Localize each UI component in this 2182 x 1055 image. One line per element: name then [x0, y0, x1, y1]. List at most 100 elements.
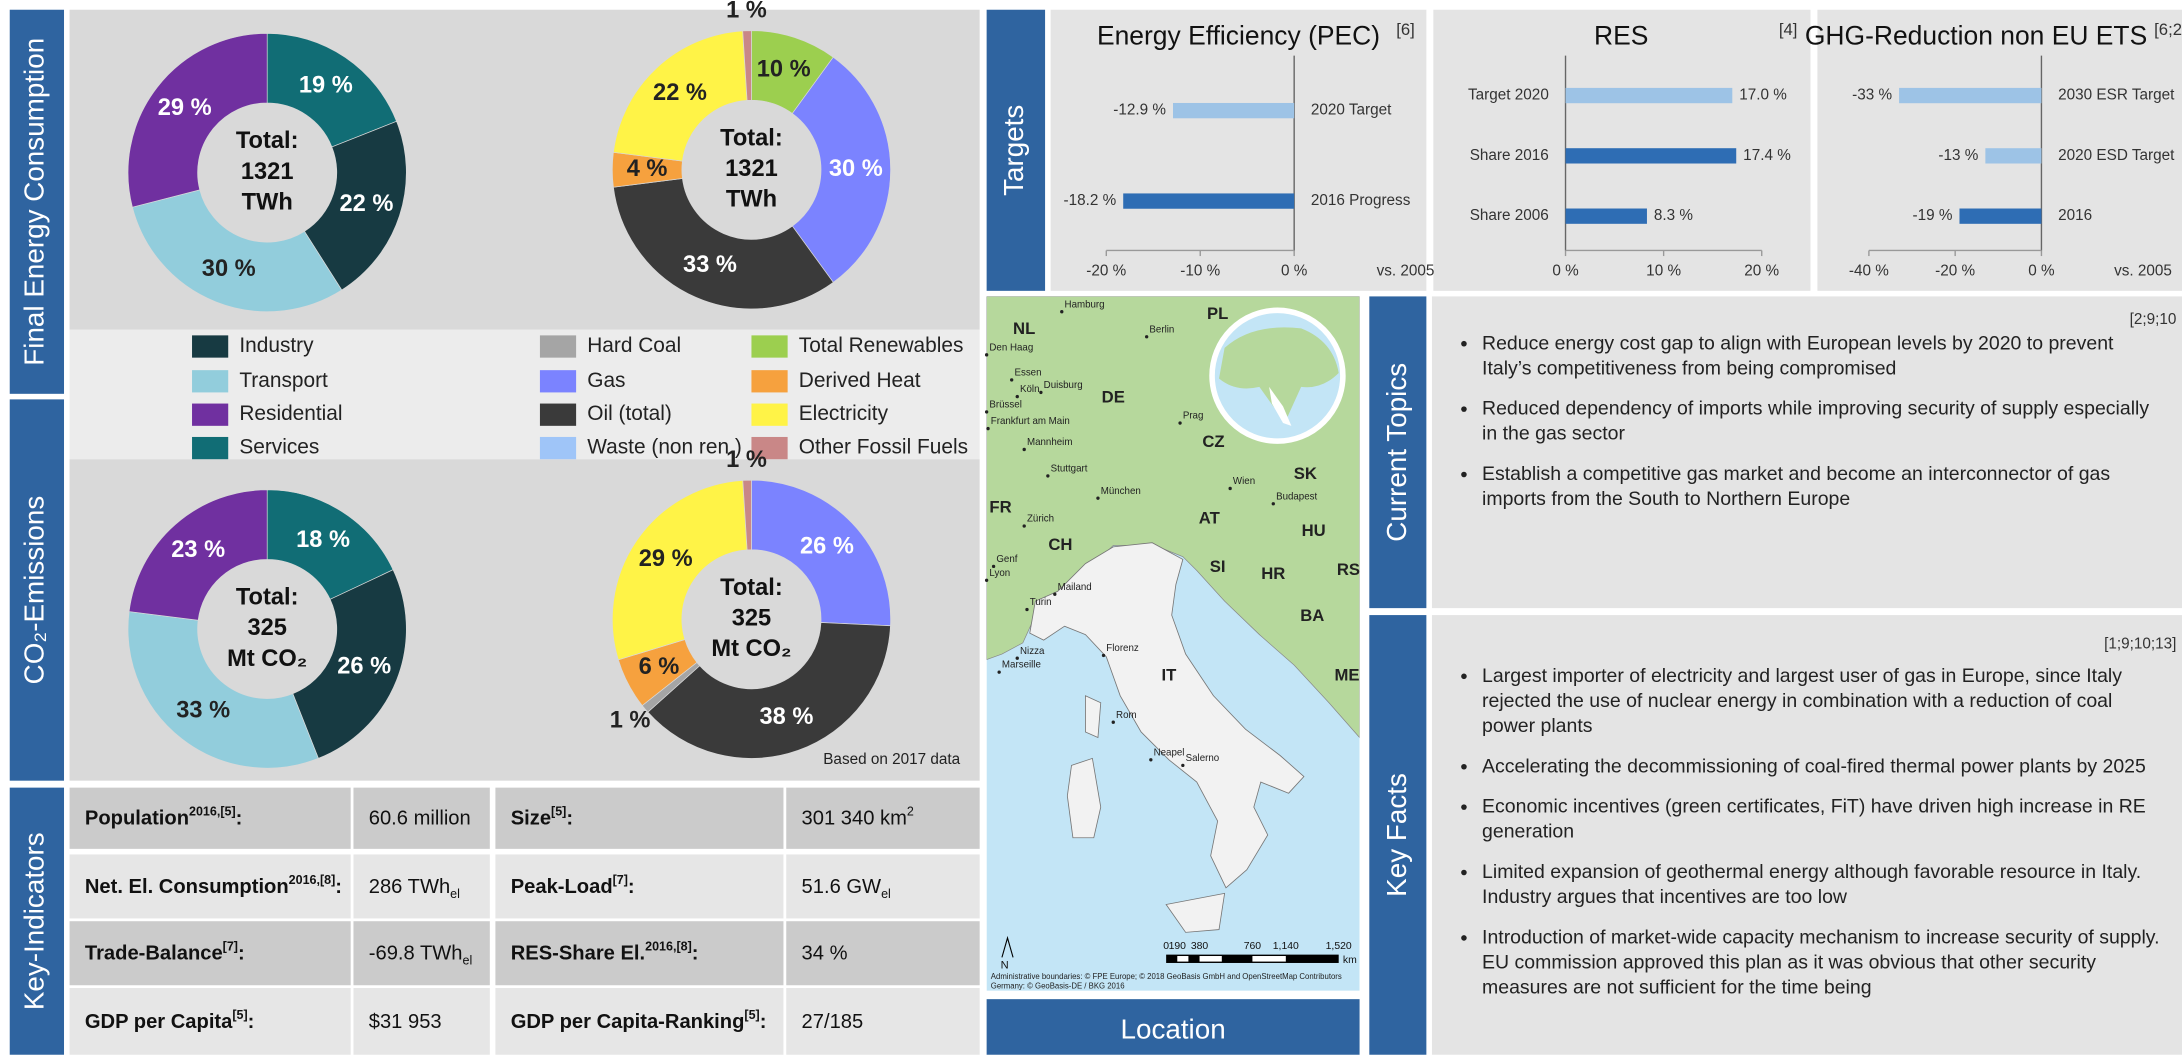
pie-value-label: 26 % — [337, 654, 391, 680]
legend-label: Total Renewables — [799, 334, 964, 357]
legend-swatch — [751, 335, 788, 358]
pie-center-label: Total: — [720, 125, 783, 151]
pie-center-label: Mt CO₂ — [711, 636, 791, 662]
cell-suffix: : — [236, 808, 243, 830]
x-tick-label: -20 % — [1935, 262, 1975, 279]
pie-value-label: 18 % — [296, 527, 350, 553]
pie-value-label: 1 % — [726, 0, 767, 23]
city-label: Frankfurt am Main — [991, 416, 1070, 427]
scale-label: 760 — [1244, 941, 1262, 952]
table-text: Trade-Balance[7]: — [85, 940, 245, 965]
category-label: 2016 — [2058, 207, 2092, 224]
table-text: 60.6 million — [369, 808, 471, 830]
attribution: Germany: © GeoBasis-DE / BKG 2016 — [991, 982, 1125, 991]
bar — [1899, 87, 2042, 104]
category-label: Share 2016 — [1470, 147, 1549, 164]
scale-label: 0 — [1163, 941, 1169, 952]
pie-value-label: 4 % — [627, 156, 668, 182]
bar — [1959, 208, 2042, 224]
table-text: $31 953 — [369, 1011, 442, 1033]
bullet-item: Economic incentives (green certificates,… — [1482, 793, 2165, 843]
city-dot — [1228, 486, 1232, 491]
legend-swatch — [539, 370, 577, 393]
cell-text: $31 953 — [369, 1011, 442, 1033]
table-text: 27/185 — [802, 1011, 864, 1033]
city-dot — [1025, 607, 1029, 612]
city-label: Marseille — [1002, 660, 1041, 671]
legend-swatch — [192, 403, 229, 426]
pie-value-label: 33 % — [176, 698, 230, 724]
value-label: 8.3 % — [1654, 207, 1694, 224]
pie-value-label: 22 % — [653, 80, 707, 106]
city-label: Turin — [1030, 597, 1052, 608]
bullet-list: Reduce energy cost gap to align with Eur… — [1432, 330, 2182, 511]
city-label: Den Haag — [989, 342, 1033, 353]
legend-swatch — [751, 403, 788, 426]
value-label: 17.0 % — [1739, 87, 1787, 104]
city-label: Wien — [1233, 476, 1255, 487]
table-text: 301 340 km2 — [802, 805, 914, 830]
pie-slice — [751, 479, 891, 627]
city-dot — [1111, 720, 1115, 724]
cell-sup: 2016,[5] — [189, 805, 236, 819]
cell-text: 301 340 km — [802, 808, 907, 830]
table-cell — [786, 988, 980, 1055]
pie-value-label: 23 % — [171, 537, 225, 563]
city-dot — [1178, 421, 1182, 425]
cell-text: Net. El. Consumption — [85, 876, 289, 898]
legend-label: Oil (total) — [587, 402, 672, 425]
cell-suffix: : — [760, 1011, 767, 1033]
value-label: 17.4 % — [1743, 147, 1791, 164]
category-label: Share 2006 — [1470, 207, 1549, 224]
city-label: Berlin — [1149, 324, 1174, 335]
city-label: Essen — [1014, 368, 1041, 379]
table-text: GDP per Capita-Ranking[5]: — [511, 1008, 767, 1033]
cell-text: Population — [85, 808, 189, 830]
bullet-item: Establish a competitive gas market and b… — [1482, 461, 2165, 511]
pie-value-label: 6 % — [639, 654, 680, 680]
legend-label: Waste (non ren.) — [587, 436, 742, 459]
city-label: Zürich — [1027, 514, 1054, 525]
table-cell — [786, 787, 980, 849]
category-label: 2020 Target — [1311, 102, 1392, 119]
section-label: Key Facts — [1381, 773, 1412, 897]
legend-swatch — [539, 403, 577, 426]
bullet-list: Largest importer of electricity and larg… — [1432, 662, 2182, 999]
country-label: HR — [1261, 564, 1285, 583]
map — [986, 296, 1360, 991]
cell-sup: [5] — [551, 805, 566, 819]
category-label: 2020 ESD Target — [2058, 147, 2175, 164]
chart-title: RES — [1594, 21, 1648, 51]
section-label: Final Energy Consumption — [19, 38, 50, 366]
city-dot — [1060, 310, 1064, 314]
city-label: Budapest — [1276, 491, 1317, 502]
table-cell — [69, 854, 351, 919]
country-label: NL — [1013, 319, 1035, 338]
bullet-item: Reduced dependency of imports while impr… — [1482, 395, 2165, 445]
chart-title: Energy Efficiency (PEC) — [1097, 21, 1380, 51]
legend-swatch — [192, 370, 229, 393]
city-dot — [1053, 592, 1057, 596]
pie-slice — [611, 479, 748, 661]
country-label: ME — [1335, 666, 1360, 685]
table-cell — [353, 988, 490, 1055]
bullet-item: Reduce energy cost gap to align with Eur… — [1482, 330, 2165, 380]
city-dot — [984, 578, 989, 582]
value-label: -33 % — [1852, 87, 1892, 104]
pie-center-label: 325 — [732, 606, 771, 632]
pie-center-label: Total: — [236, 128, 299, 154]
cell-suffix: : — [238, 943, 245, 965]
cell-text: Peak-Load — [511, 876, 613, 898]
pie-slice — [303, 120, 407, 291]
city-label: Genf — [996, 554, 1017, 565]
city-dot — [984, 410, 989, 414]
city-dot — [984, 353, 989, 357]
note: vs. 2005 — [2114, 262, 2172, 279]
city-dot — [1015, 656, 1019, 660]
pie-slice — [613, 30, 748, 162]
cell-suffix: : — [335, 876, 342, 898]
table-cell — [69, 921, 351, 986]
pie-center-label: Total: — [236, 585, 299, 611]
city-label: Neapel — [1154, 747, 1185, 758]
city-label: Salerno — [1186, 753, 1220, 764]
